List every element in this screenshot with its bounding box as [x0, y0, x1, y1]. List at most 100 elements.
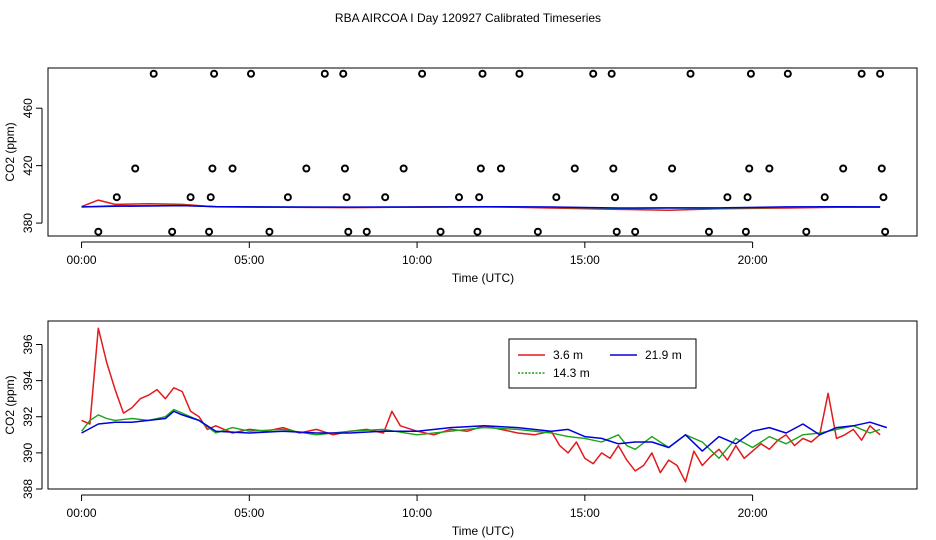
top-reference-point — [455, 193, 464, 202]
bottom-plot-frame — [47, 320, 918, 490]
top-reference-point — [381, 193, 390, 202]
top-y-tick-label: 380 — [21, 213, 35, 233]
top-x-tick-label: 00:00 — [67, 253, 97, 267]
top-reference-point — [342, 193, 351, 202]
top-reference-point — [208, 164, 217, 173]
top-reference-point — [344, 227, 353, 236]
bottom-y-tick-label: 388 — [21, 479, 35, 499]
top-reference-point — [611, 193, 620, 202]
bottom-x-tick-label: 15:00 — [570, 506, 600, 520]
legend: 3.6 m 21.9 m 14.3 m — [508, 338, 697, 389]
legend-label-14-3m: 14.3 m — [553, 366, 590, 380]
top-reference-point — [877, 164, 886, 173]
top-reference-point — [607, 69, 616, 78]
top-reference-point — [589, 69, 598, 78]
top-reference-point — [94, 227, 103, 236]
bottom-plot-marks — [81, 327, 888, 483]
bottom-x-tick-label: 20:00 — [738, 506, 768, 520]
top-reference-point — [631, 227, 640, 236]
bottom-series-line-1 — [81, 408, 881, 459]
top-reference-point — [475, 193, 484, 202]
top-reference-point — [743, 193, 752, 202]
bottom-y-tick-label: 392 — [21, 406, 35, 426]
top-reference-point — [265, 227, 274, 236]
top-reference-point — [476, 164, 485, 173]
top-reference-point — [478, 69, 487, 78]
top-reference-point — [131, 164, 140, 173]
top-reference-point — [570, 164, 579, 173]
top-reference-point — [668, 164, 677, 173]
top-reference-point — [362, 227, 371, 236]
top-reference-point — [820, 193, 829, 202]
bottom-panel: 00:00 05:00 10:00 15:00 20:00 388 390 392 394 396… — [3, 320, 918, 538]
top-reference-point — [515, 69, 524, 78]
legend-label-3-6m: 3.6 m — [553, 348, 583, 362]
top-reference-point — [283, 193, 292, 202]
top-reference-point — [686, 69, 695, 78]
top-reference-point — [857, 69, 866, 78]
top-reference-point — [418, 69, 427, 78]
top-reference-point — [552, 193, 561, 202]
top-reference-point — [839, 164, 848, 173]
top-reference-point — [246, 69, 255, 78]
top-reference-point — [149, 69, 158, 78]
top-panel: 00:00 05:00 10:00 15:00 20:00 380 420 460 Time … — [3, 67, 918, 285]
top-reference-point — [302, 164, 311, 173]
top-plot-frame — [47, 67, 918, 237]
bottom-x-tick-label: 05:00 — [234, 506, 264, 520]
top-reference-point — [723, 193, 732, 202]
top-reference-point — [112, 193, 121, 202]
top-reference-point — [436, 227, 445, 236]
bottom-y-axis-label: CO2 (ppm) — [3, 375, 17, 434]
top-reference-point — [399, 164, 408, 173]
top-reference-point — [783, 69, 792, 78]
legend-box — [508, 338, 697, 389]
bottom-x-tick-label: 00:00 — [67, 506, 97, 520]
top-reference-point — [649, 193, 658, 202]
top-reference-point — [168, 227, 177, 236]
top-reference-point — [745, 164, 754, 173]
top-reference-point — [496, 164, 505, 173]
top-reference-point — [339, 69, 348, 78]
bottom-series-line-2 — [81, 410, 888, 452]
top-x-tick-label: 20:00 — [738, 253, 768, 267]
top-plot-marks — [81, 69, 890, 236]
top-reference-point — [765, 164, 774, 173]
top-plot-axes: 00:00 05:00 10:00 15:00 20:00 380 420 460 — [21, 98, 768, 267]
top-reference-point — [876, 69, 885, 78]
top-x-tick-label: 05:00 — [234, 253, 264, 267]
top-reference-point — [228, 164, 237, 173]
top-reference-point — [533, 227, 542, 236]
top-x-tick-label: 15:00 — [570, 253, 600, 267]
top-reference-point — [802, 227, 811, 236]
top-reference-point — [206, 193, 215, 202]
top-reference-point — [186, 193, 195, 202]
top-reference-point — [609, 164, 618, 173]
bottom-x-axis-label: Time (UTC) — [452, 524, 514, 538]
top-y-tick-label: 420 — [21, 155, 35, 175]
bottom-plot-axes: 00:00 05:00 10:00 15:00 20:00 388 390 392 394 396 — [21, 334, 768, 520]
top-x-tick-label: 10:00 — [402, 253, 432, 267]
top-reference-point — [320, 69, 329, 78]
top-y-tick-label: 460 — [21, 98, 35, 118]
top-reference-point — [704, 227, 713, 236]
bottom-y-tick-label: 394 — [21, 370, 35, 390]
top-reference-point — [741, 227, 750, 236]
top-reference-point — [210, 69, 219, 78]
top-reference-point — [205, 227, 214, 236]
top-reference-point — [340, 164, 349, 173]
top-reference-point — [879, 193, 888, 202]
top-series-line-0 — [81, 199, 881, 211]
top-reference-point — [881, 227, 890, 236]
top-y-axis-label: CO2 (ppm) — [3, 122, 17, 181]
bottom-x-tick-label: 10:00 — [402, 506, 432, 520]
top-series-line-2 — [81, 204, 881, 209]
legend-label-21-9m: 21.9 m — [645, 348, 682, 362]
bottom-y-tick-label: 390 — [21, 443, 35, 463]
top-reference-point — [612, 227, 621, 236]
bottom-y-tick-label: 396 — [21, 334, 35, 354]
figure-title: RBA AIRCOA I Day 120927 Calibrated Times… — [335, 11, 601, 25]
top-x-axis-label: Time (UTC) — [452, 271, 514, 285]
top-reference-point — [746, 69, 755, 78]
